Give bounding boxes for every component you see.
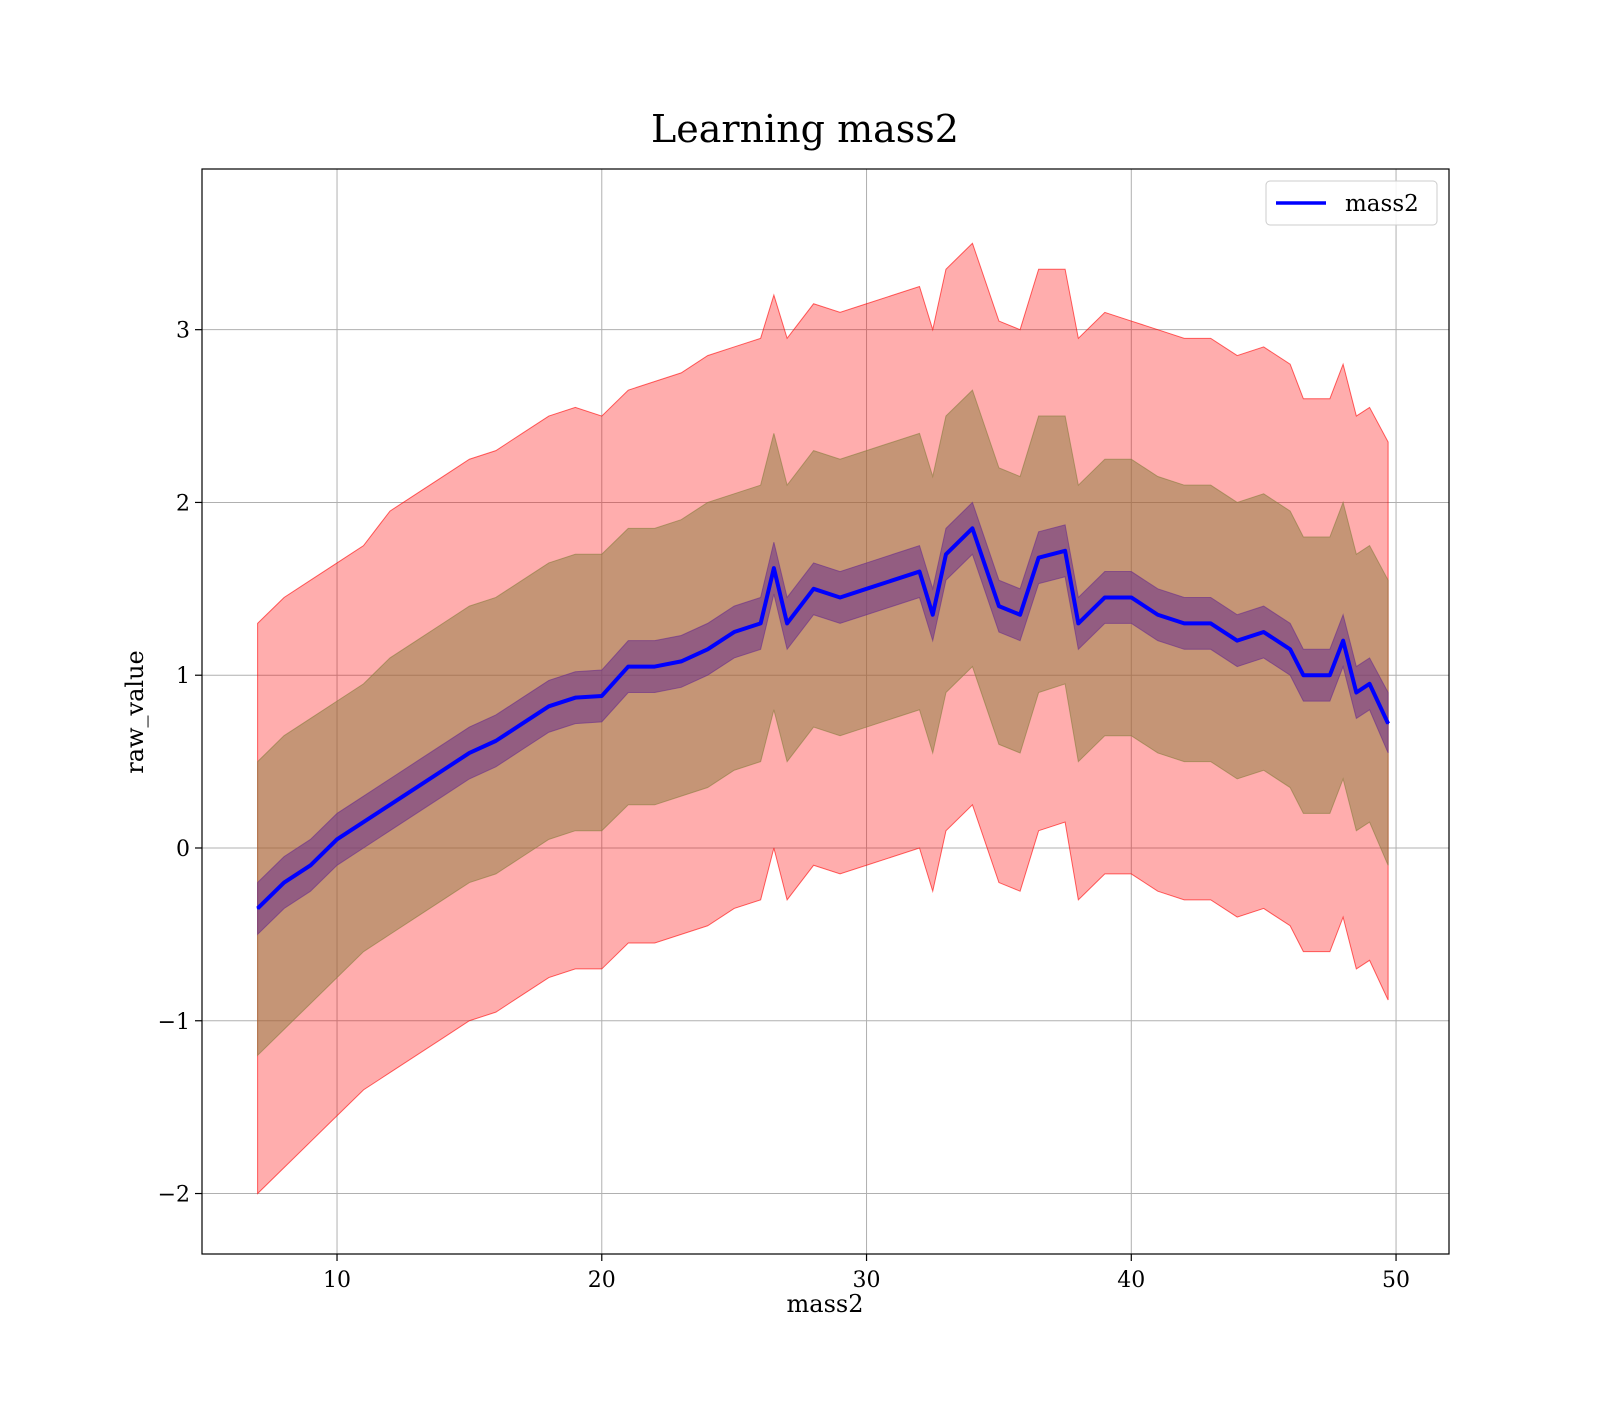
series-point-0-36	[1130, 596, 1133, 599]
series-point-0-47	[1368, 683, 1371, 685]
series-point-0-26	[918, 570, 921, 573]
series-point-0-17	[706, 648, 709, 651]
series-point-0-16	[680, 660, 683, 663]
y-tick-label-0: −2	[158, 1183, 190, 1208]
x-tick-label-0: 10	[323, 1268, 351, 1293]
series-point-0-3	[336, 838, 338, 841]
series-point-0-6	[415, 786, 418, 789]
x-tick-label-3: 40	[1117, 1268, 1145, 1293]
series-point-0-30	[998, 605, 1000, 607]
series-point-0-35	[1104, 596, 1106, 599]
series-point-0-5	[389, 804, 391, 806]
series-point-0-48	[1387, 722, 1389, 725]
series-point-0-24	[865, 588, 868, 590]
series-point-0-12	[574, 696, 577, 699]
x-tick-label-4: 50	[1382, 1268, 1410, 1293]
legend-label-mass2: mass2	[1345, 191, 1419, 217]
series-point-0-23	[839, 596, 841, 599]
series-point-0-22	[812, 588, 815, 590]
y-tick-label-4: 2	[176, 491, 190, 516]
y-axis-label: raw_value	[121, 650, 149, 774]
chart-title: Learning mass2	[651, 107, 959, 151]
series-point-0-19	[759, 622, 762, 625]
series-point-0-34	[1077, 622, 1080, 625]
series-point-0-37	[1156, 613, 1159, 616]
y-axis-ticks: −2 −1 0 1 2 3	[158, 319, 202, 1208]
series-point-0-27	[931, 613, 934, 616]
series-point-0-7	[442, 769, 444, 772]
band-mean-band	[257, 501, 1389, 936]
series-point-0-20	[773, 567, 775, 569]
plot-frame	[201, 168, 1450, 1255]
legend: mass2	[1265, 180, 1438, 226]
x-axis-ticks: 10 20 30 40 50	[323, 1254, 1410, 1293]
series-point-0-29	[971, 527, 974, 530]
series-point-0-45	[1342, 639, 1344, 642]
series-point-0-44	[1329, 674, 1331, 677]
series-point-0-46	[1355, 691, 1358, 694]
x-axis-label: mass2	[787, 1290, 864, 1318]
y-tick-label-2: 0	[176, 837, 190, 862]
series-point-0-4	[362, 821, 365, 823]
series-point-0-40	[1236, 639, 1238, 642]
series-point-0-32	[1037, 556, 1040, 559]
series-point-0-43	[1302, 674, 1305, 677]
series-lines	[256, 526, 1390, 910]
series-point-0-15	[653, 665, 656, 668]
y-tick-label-3: 1	[176, 664, 190, 689]
series-point-0-28	[945, 553, 947, 556]
confidence-bands	[257, 242, 1389, 1195]
series-point-0-25	[892, 579, 894, 581]
series-point-0-2	[309, 864, 312, 867]
series-point-0-8	[468, 752, 471, 754]
series-point-0-42	[1289, 648, 1291, 651]
series-point-0-1	[283, 881, 285, 884]
series-point-0-33	[1064, 550, 1066, 552]
series-point-0-41	[1262, 631, 1265, 633]
series-point-0-18	[733, 631, 735, 633]
x-tick-label-2: 30	[853, 1268, 881, 1293]
x-tick-label-1: 20	[588, 1268, 616, 1293]
series-point-0-9	[495, 740, 497, 742]
series-point-0-0	[256, 907, 259, 910]
band-inner	[257, 389, 1389, 1057]
series-point-0-39	[1209, 622, 1212, 625]
y-tick-label-5: 3	[176, 319, 190, 344]
y-tick-label-1: −1	[158, 1010, 190, 1035]
series-point-0-21	[786, 622, 788, 625]
series-point-0-31	[1019, 613, 1021, 616]
series-point-0-14	[627, 665, 630, 668]
series-point-0-38	[1183, 622, 1186, 625]
series-point-0-11	[548, 705, 550, 708]
series-point-0-10	[521, 722, 524, 725]
legend-box	[1265, 180, 1438, 226]
series-point-0-13	[600, 695, 603, 697]
